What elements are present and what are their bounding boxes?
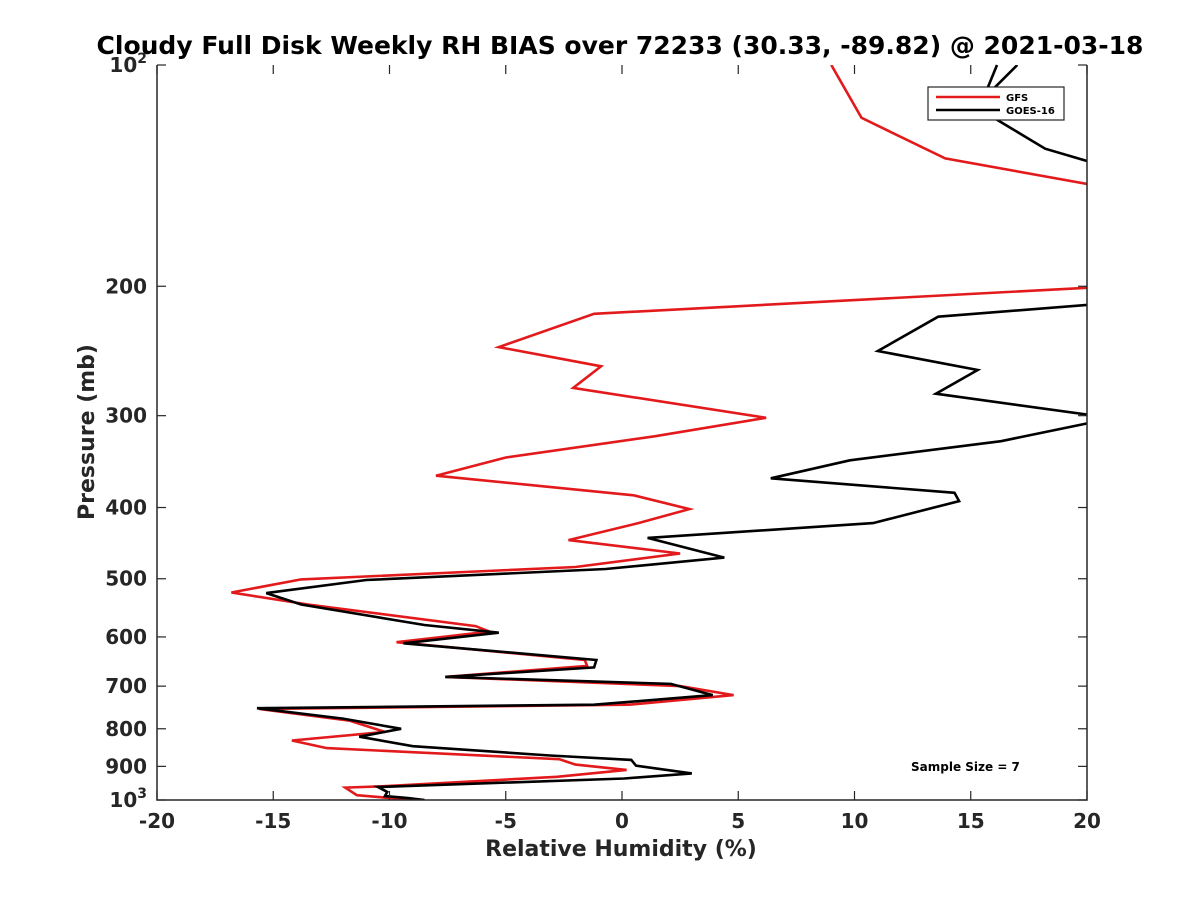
y-tick-label: 200	[105, 274, 147, 298]
y-tick-label: 900	[105, 754, 147, 778]
legend-box	[927, 86, 1065, 121]
chart-title: Cloudy Full Disk Weekly RH BIAS over 722…	[97, 31, 1144, 60]
axes	[156, 65, 1088, 801]
y-tick-label: 400	[105, 496, 147, 520]
x-tick-label: 5	[731, 809, 745, 833]
legend-label-goes16: GOES-16	[1006, 106, 1055, 117]
x-tick-label: 15	[957, 809, 985, 833]
y-tick-label: 300	[105, 404, 147, 428]
sample-size-annotation: Sample Size = 7	[911, 760, 1020, 774]
x-tick-label: -15	[255, 809, 291, 833]
legend: GFS GOES-16	[927, 64, 1065, 121]
x-tick-label: -10	[371, 809, 407, 833]
x-tick-label: 20	[1073, 809, 1101, 833]
plot-series-layer	[231, 65, 1087, 800]
x-tick-label: -20	[139, 809, 175, 833]
axes-frame	[156, 65, 1088, 801]
ticks: -20 -15 -10 -5 0 5 10 15 20 102 200 300 400 500 600 700…	[105, 51, 1101, 833]
x-axis-label: Relative Humidity (%)	[485, 837, 757, 862]
series-line-gfs	[231, 65, 1087, 800]
y-tick-label: 800	[105, 717, 147, 741]
goes16-line-top-segment	[986, 64, 999, 88]
x-tick-label: 10	[841, 809, 869, 833]
y-tick-label: 103	[109, 786, 147, 812]
legend-label-gfs: GFS	[1006, 93, 1028, 104]
y-tick-label: 700	[105, 674, 147, 698]
x-tick-label: -5	[495, 809, 517, 833]
y-axis-label: Pressure (mb)	[75, 344, 100, 520]
series-line-goes16	[256, 65, 1087, 800]
y-tick-label: 600	[105, 625, 147, 649]
y-tick-label: 500	[105, 567, 147, 591]
y-tick-label: 102	[109, 51, 147, 77]
x-tick-label: 0	[615, 809, 629, 833]
